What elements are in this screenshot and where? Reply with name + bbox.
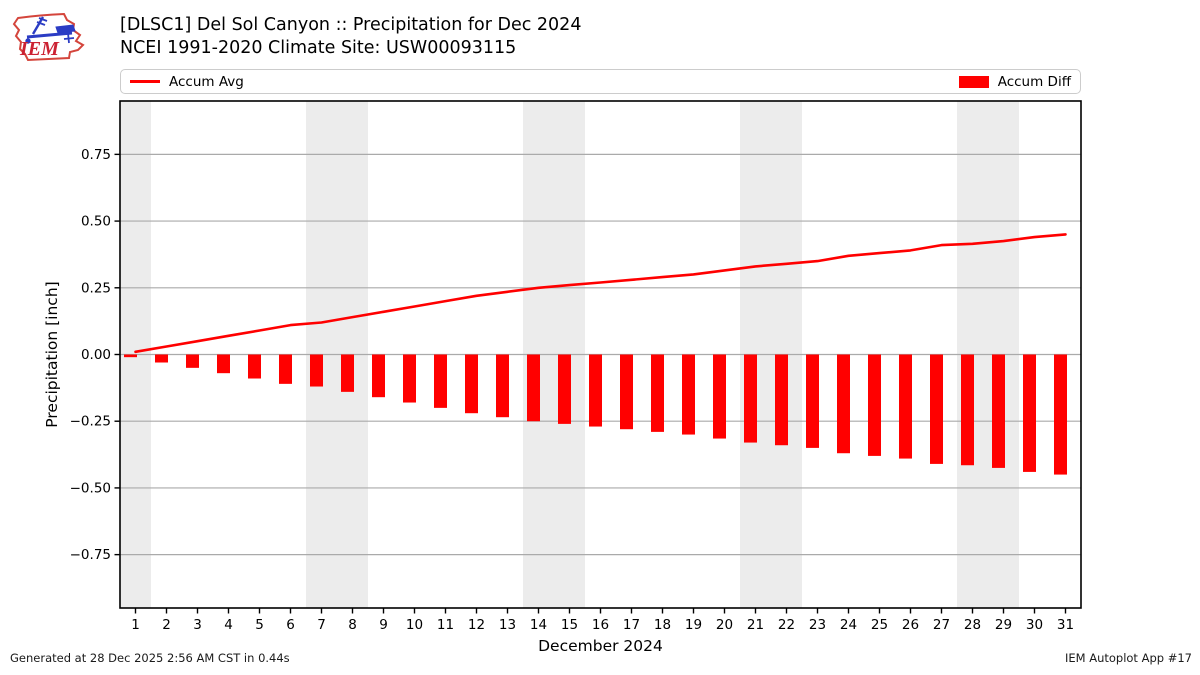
legend-accum-avg: Accum Avg	[130, 74, 244, 90]
chart-title-line2: NCEI 1991-2020 Climate Site: USW00093115	[120, 38, 517, 58]
x-tick-label: 12	[468, 617, 485, 633]
logo-text: IEM	[19, 38, 60, 60]
y-axis-label: Precipitation [inch]	[43, 281, 61, 427]
legend-accum-diff: Accum Diff	[958, 73, 1071, 90]
accum-diff-bar	[434, 354, 447, 408]
x-tick-label: 18	[654, 617, 671, 633]
accum-avg-line	[134, 233, 1067, 354]
x-tick-label: 4	[224, 617, 233, 633]
y-tick-label: 0.50	[81, 214, 111, 230]
x-tick-label: 20	[716, 617, 733, 633]
x-tick-label: 14	[530, 617, 547, 633]
accum-diff-bar	[868, 354, 881, 456]
weather-vane-icon	[25, 16, 76, 44]
x-tick-label: 28	[964, 617, 981, 633]
accum-diff-bar	[620, 354, 633, 430]
accum-diff-bar	[589, 354, 602, 427]
accum-diff-bar	[1023, 354, 1036, 472]
accum-diff-bar	[186, 354, 199, 368]
accum-diff-bar	[806, 354, 819, 448]
accum-diff-bar	[155, 354, 168, 363]
accum-diff-bar	[372, 354, 385, 398]
x-tick-label: 26	[902, 617, 919, 633]
x-tick-label: 1	[131, 617, 140, 633]
accum-diff-bar	[558, 354, 571, 424]
y-tick-label: 0.00	[81, 347, 111, 363]
chart-title-line1: [DLSC1] Del Sol Canyon :: Precipitation …	[120, 15, 582, 35]
accum-diff-bar	[744, 354, 757, 443]
x-axis-label: December 2024	[538, 637, 663, 655]
app-credit: IEM Autoplot App #17	[1064, 651, 1192, 665]
legend: Accum Avg Accum Diff	[120, 69, 1081, 94]
x-tick-label: 21	[747, 617, 764, 633]
x-tick-label: 19	[685, 617, 702, 633]
accum-diff-bar	[248, 354, 261, 379]
generated-timestamp: Generated at 28 Dec 2025 2:56 AM CST in …	[10, 651, 290, 665]
x-tick-label: 22	[778, 617, 795, 633]
x-tick-label: 6	[286, 617, 295, 633]
accum-diff-bar	[217, 354, 230, 374]
accum-diff-bar	[682, 354, 695, 435]
accum-diff-bar	[310, 354, 323, 387]
accum-diff-bar	[465, 354, 478, 414]
accum-diff-bar	[651, 354, 664, 432]
x-tick-label: 5	[255, 617, 264, 633]
accum-avg-label: Accum Avg	[169, 73, 244, 90]
accum-diff-bar-swatch	[958, 75, 989, 88]
x-tick-label: 16	[592, 617, 609, 633]
accum-diff-bar	[124, 354, 137, 358]
x-tick-label: 15	[561, 617, 578, 633]
accum-diff-bar	[961, 354, 974, 466]
accum-diff-label: Accum Diff	[997, 73, 1071, 90]
x-tick-label: 17	[623, 617, 640, 633]
accum-diff-bar	[837, 354, 850, 454]
x-tick-label: 8	[348, 617, 357, 633]
y-tick-label: −0.50	[70, 480, 111, 496]
x-tick-label: 13	[499, 617, 516, 633]
accum-diff-bar	[1054, 354, 1067, 475]
iem-logo: IEM	[12, 12, 85, 62]
y-tick-label: −0.25	[70, 414, 111, 430]
accum-diff-bar	[775, 354, 788, 446]
accum-diff-bar	[341, 354, 354, 392]
x-tick-label: 7	[317, 617, 326, 633]
accum-diff-bar	[496, 354, 509, 418]
x-tick-label: 11	[437, 617, 454, 633]
x-tick-label: 10	[406, 617, 423, 633]
accum-diff-bar	[403, 354, 416, 403]
x-tick-label: 9	[379, 617, 388, 633]
x-tick-label: 2	[162, 617, 171, 633]
accum-diff-bar	[713, 354, 726, 439]
y-tick-label: 0.75	[81, 147, 111, 163]
chart-title: [DLSC1] Del Sol Canyon :: Precipitation …	[120, 14, 581, 60]
y-tick-label: −0.75	[70, 547, 111, 563]
x-tick-label: 25	[871, 617, 888, 633]
x-tick-label: 23	[809, 617, 826, 633]
accum-diff-bar	[930, 354, 943, 464]
accum-diff-bar	[279, 354, 292, 384]
x-tick-label: 31	[1057, 617, 1074, 633]
x-tick-label: 29	[995, 617, 1012, 633]
accum-diff-bar	[899, 354, 912, 459]
accum-avg-line-swatch	[130, 80, 160, 83]
x-tick-label: 3	[193, 617, 202, 633]
accum-diff-bar	[992, 354, 1005, 468]
x-tick-label: 24	[840, 617, 857, 633]
y-tick-label: 0.25	[81, 280, 111, 296]
x-tick-label: 30	[1026, 617, 1043, 633]
x-tick-label: 27	[933, 617, 950, 633]
accum-diff-bar	[527, 354, 540, 422]
